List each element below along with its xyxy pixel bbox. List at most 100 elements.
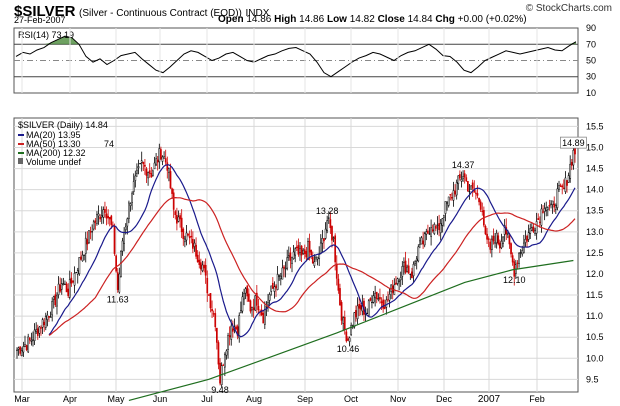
candle-body — [559, 185, 562, 187]
close-label: Close — [377, 14, 405, 25]
candle-body — [329, 219, 332, 229]
candle-body — [32, 339, 34, 341]
candle-body — [224, 354, 226, 368]
candle-body — [414, 261, 416, 264]
candle-body — [20, 350, 23, 357]
price-tick-label: 14.5 — [586, 164, 604, 174]
price-tick-label: 12.0 — [586, 269, 604, 279]
candle-body — [156, 159, 159, 163]
volume-legend-swatch — [18, 158, 23, 164]
candle-body — [553, 203, 556, 208]
candle-body — [244, 288, 247, 294]
candle-body — [438, 223, 440, 231]
candle-body — [524, 238, 527, 243]
candle-body — [193, 242, 196, 247]
candle-body — [459, 174, 461, 179]
candle-body — [516, 262, 519, 264]
price-tick-label: 15.5 — [586, 121, 604, 131]
open-label: Open — [218, 14, 244, 25]
rsi-overbought-fill — [58, 36, 65, 45]
candle-body — [182, 228, 185, 240]
candle-body — [59, 284, 62, 292]
candle-body — [542, 211, 544, 213]
candle-body — [214, 313, 217, 328]
x-tick-label: Sep — [297, 394, 313, 404]
ma-legend-label: MA(50) 13.30 — [26, 139, 81, 149]
candle-body — [462, 176, 464, 179]
candle-body — [64, 283, 66, 285]
candle-body — [275, 285, 277, 289]
candle-body — [168, 168, 170, 173]
candle-body — [260, 309, 263, 316]
candle-body — [25, 345, 28, 350]
candle-body — [35, 329, 38, 332]
price-annotation: 14.37 — [452, 160, 475, 170]
candle-body — [323, 238, 325, 242]
price-tick-label: 13.5 — [586, 206, 604, 216]
candle-body — [340, 302, 343, 321]
candle-body — [204, 264, 207, 276]
ma-line-MA50 — [48, 196, 576, 336]
candle-body — [388, 294, 391, 301]
candle-body — [475, 192, 477, 194]
chart-title: $SILVER (Silver - Continuous Contract (E… — [14, 3, 269, 20]
candle-body — [144, 164, 146, 167]
candle-body — [367, 300, 370, 316]
candle-body — [570, 162, 573, 166]
candle-body — [495, 232, 498, 244]
x-tick-label: Aug — [246, 394, 262, 404]
candle-body — [476, 193, 479, 196]
rsi-legend: RSI(14) 73.19 — [18, 30, 74, 40]
candle-body — [451, 197, 453, 199]
candle-body — [332, 237, 335, 239]
candle-body — [522, 242, 525, 253]
candle-body — [99, 216, 101, 220]
ma-line-MA20 — [48, 164, 576, 338]
candle-body — [537, 218, 540, 221]
price-annotation: 14.89 — [562, 138, 585, 148]
candle-body — [292, 251, 295, 259]
candle-body — [567, 175, 570, 183]
candle-body — [303, 249, 306, 255]
candle-body — [508, 235, 511, 245]
overlap-label: 74 — [104, 139, 114, 149]
candle-body — [107, 215, 109, 219]
candle-body — [316, 256, 319, 260]
candle-body — [518, 252, 520, 264]
credit-link[interactable]: © StockCharts.com — [525, 3, 612, 14]
candle-body — [140, 160, 143, 163]
candle-body — [510, 243, 512, 255]
candle-body — [566, 180, 568, 186]
candle-body — [124, 226, 127, 231]
candle-body — [545, 207, 548, 211]
candle-body — [435, 226, 437, 229]
candle-body — [267, 301, 269, 305]
candle-body — [491, 238, 493, 250]
candle-body — [546, 207, 549, 211]
candle-body — [177, 216, 180, 222]
candle-body — [161, 156, 164, 162]
candle-body — [324, 228, 327, 239]
candle-body — [185, 232, 188, 241]
candle-body — [128, 202, 130, 219]
candle-body — [311, 256, 314, 264]
candle-body — [500, 240, 503, 249]
candle-body — [236, 326, 239, 337]
candle-body — [255, 292, 258, 306]
candle-body — [279, 275, 282, 280]
low-label: Low — [326, 14, 347, 25]
candle-body — [72, 280, 74, 283]
candle-body — [115, 255, 117, 272]
candle-body — [411, 271, 413, 279]
candle-body — [337, 278, 340, 291]
candle-body — [315, 256, 317, 260]
candle-body — [166, 162, 169, 171]
candle-body — [487, 238, 490, 240]
candle-body — [163, 156, 165, 159]
candle-body — [94, 220, 97, 223]
candle-body — [284, 268, 287, 270]
candle-body — [102, 209, 105, 218]
price-annotation: 9.48 — [211, 385, 229, 395]
candle-body — [358, 303, 361, 309]
candle-body — [132, 181, 135, 192]
